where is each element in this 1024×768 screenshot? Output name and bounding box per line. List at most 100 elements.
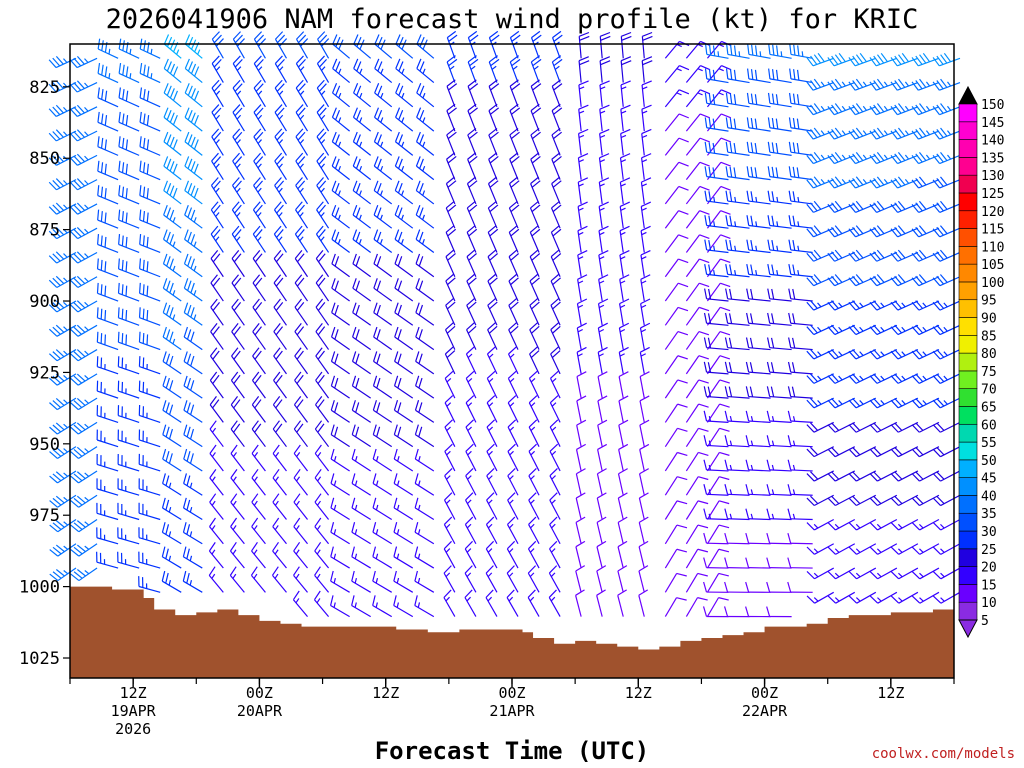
wind-barb (445, 200, 457, 229)
wind-barb (578, 31, 590, 59)
wind-barb (117, 453, 140, 472)
wind-barb (184, 131, 203, 156)
wind-barb (372, 595, 393, 618)
wind-barb (414, 522, 435, 545)
wind-barb (465, 443, 477, 472)
wind-barb (848, 518, 877, 531)
wind-barb (351, 400, 371, 423)
wind-barb (704, 141, 729, 156)
wind-barb (446, 79, 458, 108)
wind-barb (508, 297, 519, 326)
wind-barb (530, 103, 542, 132)
wind-barb (117, 331, 140, 351)
wind-barb (704, 239, 729, 254)
wind-barb (618, 419, 629, 447)
wind-barb (704, 117, 729, 132)
wind-barb (445, 176, 457, 205)
wind-barb (487, 225, 499, 253)
wind-barb (139, 87, 161, 108)
y-tick-label: 1000 (19, 578, 60, 598)
wind-barb (314, 541, 330, 569)
x-tick-label: 00Z (498, 684, 525, 702)
wind-barb (97, 160, 119, 181)
wind-barb (507, 419, 519, 447)
colorbar-label: 10 (981, 596, 997, 611)
wind-barb (486, 419, 498, 447)
wind-barb (251, 468, 266, 496)
wind-barb (575, 443, 586, 472)
wind-barb (96, 258, 119, 278)
wind-barb (330, 400, 350, 423)
wind-barb (703, 484, 729, 496)
wind-barb (664, 403, 688, 423)
wind-barb (444, 443, 456, 472)
wind-barb (372, 448, 393, 472)
wind-barb (415, 326, 435, 351)
wind-barb (640, 177, 652, 205)
wind-barb (352, 326, 372, 351)
wind-barb (869, 300, 898, 311)
wind-barb (746, 312, 771, 326)
wind-barb (394, 204, 414, 229)
wind-barb (464, 589, 477, 617)
colorbar-segment (958, 174, 978, 194)
wind-barb (163, 34, 182, 59)
wind-barb (549, 443, 561, 472)
wind-barb (163, 107, 182, 132)
wind-barb (911, 300, 940, 311)
wind-barb (274, 152, 287, 180)
wind-barb (48, 202, 77, 215)
wind-barb (639, 419, 650, 447)
wind-barb (467, 127, 478, 156)
wind-barb (488, 55, 500, 83)
wind-barb (577, 274, 588, 302)
wind-barb (932, 349, 961, 360)
wind-barb (162, 302, 182, 326)
wind-barb (890, 373, 919, 384)
wind-barb (183, 351, 203, 375)
wind-barb (182, 546, 203, 569)
wind-barb (848, 225, 877, 238)
wind-barb (184, 229, 203, 253)
wind-barb (331, 204, 350, 229)
wind-barb (578, 80, 589, 107)
wind-barb (827, 470, 856, 482)
wind-barb (685, 330, 710, 350)
colorbar-label: 50 (981, 454, 997, 469)
wind-barb (529, 346, 540, 375)
wind-barb (509, 79, 521, 108)
wind-barb (745, 361, 771, 375)
wind-barb (96, 527, 119, 545)
wind-barb (466, 200, 478, 229)
wind-barb (229, 542, 245, 569)
wind-barb (806, 543, 835, 555)
wind-barb (788, 337, 813, 351)
wind-barb (274, 55, 287, 83)
wind-barb (548, 565, 561, 593)
wind-barb (293, 541, 308, 569)
wind-barb (162, 253, 182, 278)
wind-barb (806, 103, 834, 116)
wind-barb (827, 324, 856, 336)
wind-barb (788, 141, 813, 156)
wind-barb (664, 572, 687, 593)
wind-barb (69, 129, 98, 142)
wind-barb (598, 153, 610, 180)
wind-barb (443, 492, 456, 520)
wind-barb (184, 83, 203, 108)
wind-barb (444, 468, 456, 496)
wind-barb (618, 322, 630, 350)
wind-barb (932, 567, 961, 580)
wind-barb (530, 176, 541, 205)
wind-barb (745, 606, 771, 618)
wind-barb (373, 107, 393, 132)
wind-barb (273, 274, 287, 302)
wind-barb (706, 597, 729, 617)
wind-barb (294, 250, 309, 278)
wind-barb (294, 323, 309, 350)
wind-barb (704, 190, 729, 205)
wind-barb (685, 572, 708, 593)
wind-barb (372, 570, 393, 593)
colorbar-segment (958, 210, 978, 229)
wind-barb (766, 361, 792, 375)
